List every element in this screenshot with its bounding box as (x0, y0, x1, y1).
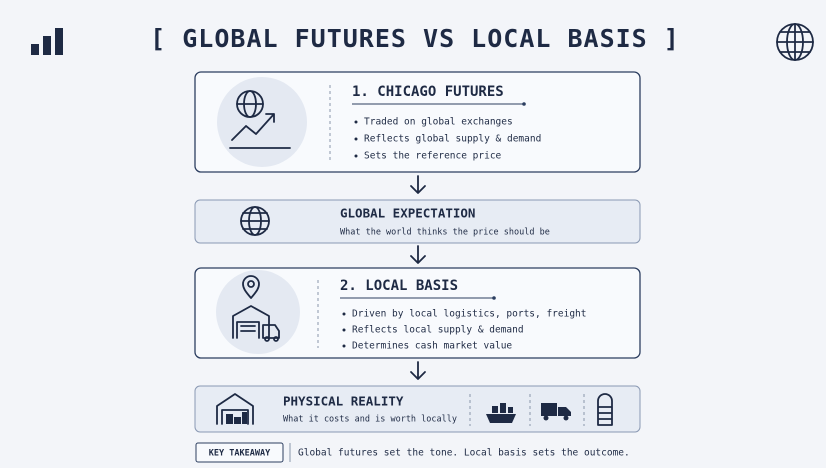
physical-reality-card-part (541, 403, 571, 421)
physical-reality-card-part-part (492, 406, 498, 413)
local-basis-card-part-part (232, 305, 270, 339)
local-basis-card-part (342, 328, 346, 332)
physical-reality-card-part-part (541, 403, 557, 416)
bullet: Sets the reference price (364, 151, 502, 162)
logo-bars-part (55, 28, 63, 55)
takeaway-label: KEY TAKEAWAY (209, 449, 271, 459)
logo-bars-part (43, 36, 51, 55)
card-subtitle: What it costs and is worth locally (283, 415, 457, 425)
local-basis-card-part-part (264, 336, 270, 342)
global-expectation-card-part-part (242, 212, 268, 230)
chicago-futures-card (194, 71, 641, 173)
takeaway-bar-part (195, 442, 284, 463)
local-basis-card-part (232, 275, 280, 342)
bullet: Traded on global exchanges (364, 117, 513, 128)
card-heading: 2. LOCAL BASIS (340, 278, 458, 294)
card-subtitle: What the world thinks the price should b… (340, 228, 550, 238)
takeaway-bar (195, 442, 291, 463)
page-title: [ GLOBAL FUTURES VS LOCAL BASIS ] (150, 24, 680, 53)
local-basis-card-part (342, 344, 346, 348)
chicago-futures-card-part (354, 154, 358, 158)
bullet: Reflects global supply & demand (364, 134, 541, 145)
local-basis-card-part-part (262, 324, 280, 339)
physical-reality-card-part (194, 385, 641, 433)
bullet: Reflects local supply & demand (352, 325, 524, 336)
local-basis-card-part-part (242, 275, 260, 299)
arrow (410, 175, 426, 194)
local-basis-card-part (342, 312, 346, 316)
physical-reality-card-part-part (500, 403, 506, 413)
physical-reality-card-part-part (216, 393, 254, 425)
chicago-futures-card-part (354, 120, 358, 124)
takeaway-text: Global futures set the tone. Local basis… (298, 448, 630, 459)
bullet: Driven by local logistics, ports, freigh… (352, 309, 587, 320)
physical-reality-card (194, 385, 641, 433)
card-title: GLOBAL EXPECTATION (340, 206, 475, 221)
local-basis-card-part-part (247, 280, 255, 288)
arrow-part (410, 175, 426, 194)
arrow (410, 245, 426, 264)
global-expectation-card (194, 199, 641, 244)
local-basis-card-part-part (273, 336, 279, 342)
logo-bars-part (31, 44, 39, 55)
physical-reality-card-part (216, 393, 254, 425)
physical-reality-card-part (486, 403, 516, 423)
physical-reality-card-part-part (543, 415, 549, 421)
globe-icon (776, 23, 814, 61)
chicago-futures-card-part (194, 71, 641, 173)
card-heading: 1. CHICAGO FUTURES (352, 84, 504, 100)
bullet: Determines cash market value (352, 341, 512, 352)
local-basis-card-part (194, 267, 641, 359)
physical-reality-card-part (226, 412, 247, 424)
physical-reality-card-part-part (563, 415, 569, 421)
global-expectation-card-part (240, 206, 270, 236)
physical-reality-card-part-part (486, 414, 516, 423)
chicago-futures-card-part (522, 102, 526, 106)
arrow-part (410, 361, 426, 380)
physical-reality-card-part-part (558, 407, 571, 416)
chicago-futures-card-part (217, 77, 307, 167)
chicago-futures-card-part (354, 137, 358, 141)
physical-reality-card-part-part (597, 393, 613, 426)
card-title: PHYSICAL REALITY (283, 394, 404, 409)
physical-reality-card-part-part (508, 407, 513, 413)
chicago-futures-card-part-part (231, 113, 275, 141)
chicago-futures-card-part (229, 90, 291, 149)
global-expectation-card-part (194, 199, 641, 244)
local-basis-card (194, 267, 641, 359)
physical-reality-card-part-part (234, 417, 241, 424)
arrow-part (410, 245, 426, 264)
physical-reality-card-part (597, 393, 613, 426)
arrow (410, 361, 426, 380)
physical-reality-card-part-part (242, 412, 247, 424)
logo-bars (31, 28, 63, 55)
physical-reality-card-part-part (226, 414, 233, 424)
local-basis-card-part (492, 296, 496, 300)
